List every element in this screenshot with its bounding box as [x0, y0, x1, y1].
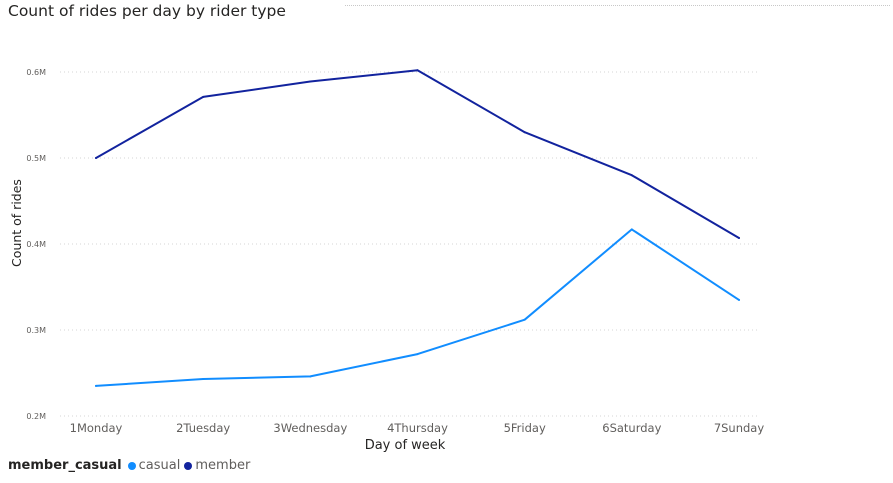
- legend-label-casual: casual: [138, 458, 181, 473]
- x-tick-label: 2Tuesday: [176, 421, 230, 435]
- x-tick-label: 1Monday: [70, 421, 123, 435]
- legend-item-casual[interactable]: casual: [127, 458, 181, 473]
- series-line-member[interactable]: [95, 69, 740, 239]
- header-divider: [345, 5, 890, 6]
- data-point-casual[interactable]: [309, 375, 312, 378]
- legend-item-member[interactable]: member: [184, 458, 250, 473]
- y-tick-label: 0.5M: [26, 154, 46, 163]
- x-tick-label: 5Friday: [504, 421, 546, 435]
- x-tick-label: 3Wednesday: [273, 421, 347, 435]
- chart-title: Count of rides per day by rider type: [8, 2, 286, 20]
- legend-label-member: member: [195, 458, 251, 473]
- data-point-casual[interactable]: [738, 298, 740, 301]
- x-axis-label: Day of week: [365, 438, 446, 453]
- data-point-casual[interactable]: [630, 228, 633, 231]
- data-point-member[interactable]: [416, 69, 419, 72]
- y-axis-label: Count of rides: [9, 179, 24, 267]
- legend-marker-casual: [127, 461, 136, 470]
- x-tick-label: 7Sunday: [714, 421, 765, 435]
- data-point-member[interactable]: [523, 131, 526, 134]
- data-point-member[interactable]: [738, 236, 740, 239]
- data-point-member[interactable]: [309, 80, 312, 83]
- data-point-member[interactable]: [202, 95, 205, 98]
- x-tick-label: 4Thursday: [387, 421, 448, 435]
- y-tick-label: 0.2M: [26, 412, 46, 421]
- data-point-member[interactable]: [95, 157, 97, 159]
- y-tick-label: 0.4M: [26, 240, 46, 249]
- data-point-member[interactable]: [630, 174, 633, 177]
- data-point-casual[interactable]: [202, 378, 205, 381]
- legend: member_casual casual member: [8, 458, 254, 473]
- series-line-casual[interactable]: [95, 228, 740, 387]
- data-point-casual[interactable]: [95, 384, 97, 387]
- x-tick-label: 6Saturday: [602, 421, 661, 435]
- legend-title: member_casual: [8, 458, 122, 473]
- data-point-casual[interactable]: [523, 318, 526, 321]
- y-tick-label: 0.6M: [26, 68, 46, 77]
- legend-marker-member: [184, 461, 193, 470]
- y-tick-label: 0.3M: [26, 326, 46, 335]
- data-point-casual[interactable]: [416, 353, 419, 356]
